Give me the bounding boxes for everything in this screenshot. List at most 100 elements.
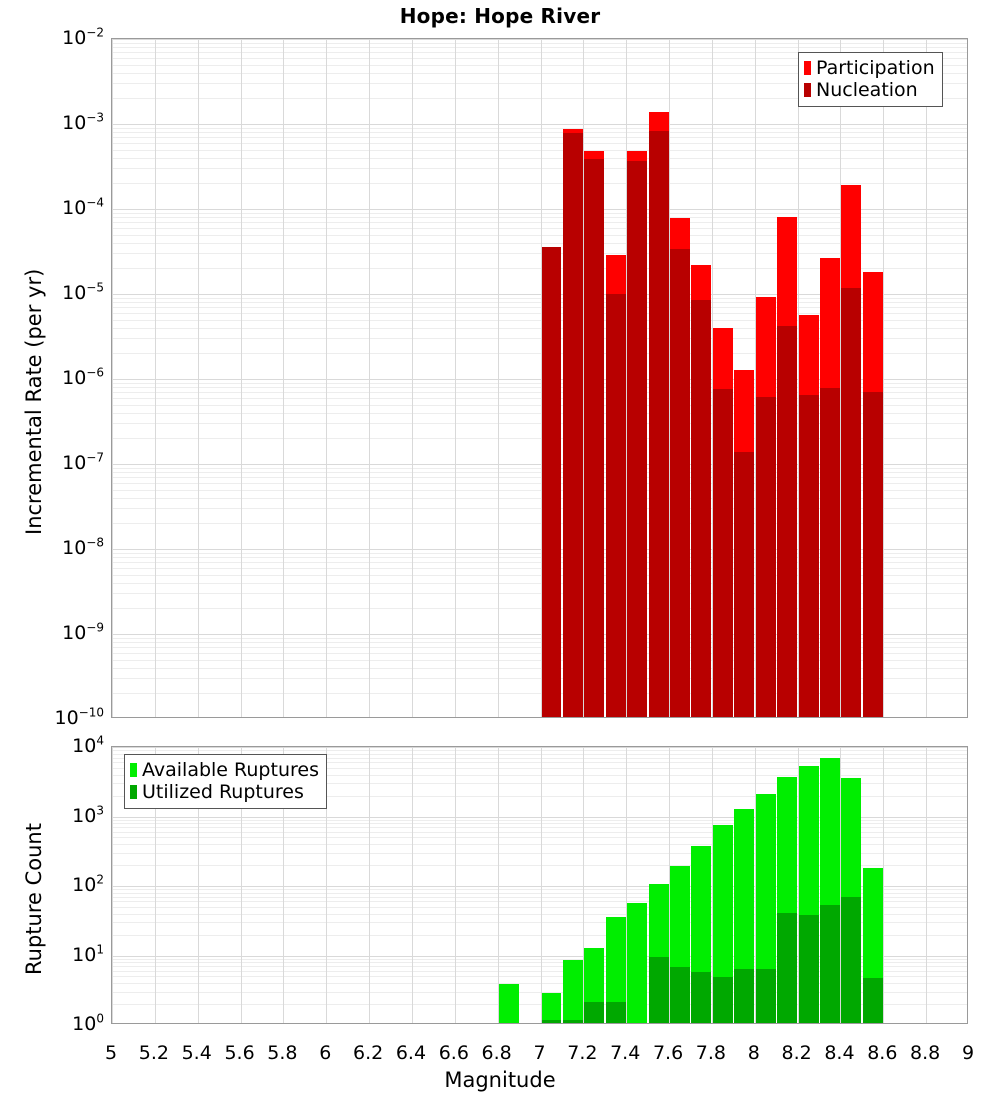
gridline-horizontal-minor [112, 637, 967, 639]
gridline-vertical [454, 747, 456, 1023]
gridline-horizontal-minor [112, 137, 967, 139]
bar-segment-utilized-ruptures [584, 1002, 605, 1023]
gridline-vertical [926, 747, 928, 1023]
gridline-vertical [197, 39, 199, 717]
bar [498, 747, 519, 1023]
gridline-horizontal-minor [112, 353, 967, 355]
bar [691, 39, 712, 717]
gridline-vertical [240, 747, 242, 1023]
gridline-horizontal-minor [112, 906, 967, 908]
gridline-horizontal-minor [112, 757, 967, 759]
gridline-vertical [497, 747, 499, 1023]
gridline-horizontal [112, 816, 967, 818]
x-axis-tick-label: 8 [747, 1042, 760, 1064]
gridline-horizontal-minor [112, 753, 967, 755]
y-axis-tick-label: 10−6 [62, 365, 104, 389]
gridline-vertical [583, 747, 585, 1023]
gridline-vertical [583, 39, 585, 717]
y-axis-tick-label: 10−7 [62, 450, 104, 474]
legend-label: Utilized Ruptures [142, 780, 304, 803]
bar [777, 747, 798, 1023]
x-axis-tick-label: 5.4 [181, 1042, 212, 1064]
bar-segment-nucleation [584, 158, 605, 717]
bar [862, 747, 883, 1023]
bar [670, 747, 690, 1023]
bar-segment-nucleation [820, 387, 840, 717]
gridline-horizontal-minor [112, 795, 967, 797]
bar [862, 39, 883, 717]
x-axis-tick-label: 7 [533, 1042, 546, 1064]
gridline-horizontal-minor [112, 678, 967, 680]
bar-segment-utilized-ruptures [670, 966, 690, 1023]
y-axis-tick-label: 10−5 [62, 280, 104, 304]
bar [584, 747, 605, 1023]
bar-segment-available-ruptures [498, 984, 519, 1023]
gridline-horizontal-minor [112, 652, 967, 654]
x-axis-label: Magnitude [444, 1068, 556, 1092]
gridline-vertical [540, 747, 542, 1023]
gridline-horizontal-minor [112, 412, 967, 414]
gridline-horizontal [112, 39, 967, 40]
top-chart-legend: Participation Nucleation [798, 52, 943, 107]
gridline-horizontal [112, 209, 967, 210]
x-axis-tick-label: 7.2 [567, 1042, 598, 1064]
gridline-horizontal-minor [112, 423, 967, 425]
gridline-vertical [283, 39, 285, 717]
gridline-horizontal-minor [112, 57, 967, 59]
bar [691, 747, 712, 1023]
legend-entry: Available Ruptures [130, 759, 319, 781]
x-axis-tick-label: 7.6 [652, 1042, 684, 1064]
gridline-horizontal-minor [112, 467, 967, 469]
gridline-horizontal-minor [112, 127, 967, 129]
bar-segment-utilized-ruptures [755, 968, 776, 1023]
gridline-vertical [411, 39, 413, 717]
bar [820, 747, 840, 1023]
gridline-horizontal-minor [112, 234, 967, 236]
legend-entry: Utilized Ruptures [130, 781, 319, 803]
bar [841, 39, 862, 717]
y-axis-tick-label: 10−4 [62, 195, 104, 219]
gridline-horizontal-minor [112, 382, 967, 384]
gridline-horizontal-minor [112, 52, 967, 54]
y-axis-tick-label: 10−8 [62, 535, 104, 559]
gridline-horizontal-minor [112, 593, 967, 595]
x-axis-tick-label: 5.6 [224, 1042, 255, 1064]
bar [627, 39, 648, 717]
gridline-vertical [240, 39, 242, 717]
gridline-vertical [711, 747, 713, 1023]
gridline-horizontal-minor [112, 844, 967, 846]
gridline-horizontal-minor [112, 991, 967, 993]
legend-label: Participation [816, 56, 935, 79]
gridline-horizontal-minor [112, 913, 967, 915]
bar [584, 39, 605, 717]
gridline-horizontal-minor [112, 958, 967, 960]
gridline-horizontal [112, 124, 967, 125]
y-axis-tick-label: 104 [72, 733, 104, 757]
gridline-horizontal-minor [112, 168, 967, 170]
x-axis-tick-label: 7.4 [610, 1042, 641, 1064]
bar-segment-nucleation [562, 133, 583, 717]
gridline-horizontal [112, 955, 967, 957]
bar [777, 39, 798, 717]
y-axis-tick-label: 10−2 [62, 25, 104, 49]
gridline-horizontal [112, 379, 967, 380]
bar [755, 39, 776, 717]
x-axis-tick-label: 8.4 [824, 1042, 855, 1064]
gridline-horizontal-minor [112, 970, 967, 972]
gridline-horizontal-minor [112, 892, 967, 894]
x-axis-tick-label: 5 [104, 1042, 118, 1064]
gridline-horizontal-minor [112, 922, 967, 924]
gridline-horizontal-minor [112, 227, 967, 229]
gridline-horizontal-minor [112, 338, 967, 340]
bar [648, 747, 669, 1023]
gridline-horizontal-minor [112, 852, 967, 854]
gridline-horizontal-minor [112, 477, 967, 479]
gridline-horizontal-minor [112, 983, 967, 985]
gridline-horizontal-minor [112, 901, 967, 903]
x-axis-tick-label: 6 [319, 1042, 332, 1064]
gridline-vertical [883, 747, 885, 1023]
y-axis-tick-label: 100 [72, 1011, 104, 1035]
legend-label: Available Ruptures [142, 758, 319, 781]
bar-segment-nucleation [712, 388, 733, 717]
gridline-horizontal-minor [112, 837, 967, 839]
